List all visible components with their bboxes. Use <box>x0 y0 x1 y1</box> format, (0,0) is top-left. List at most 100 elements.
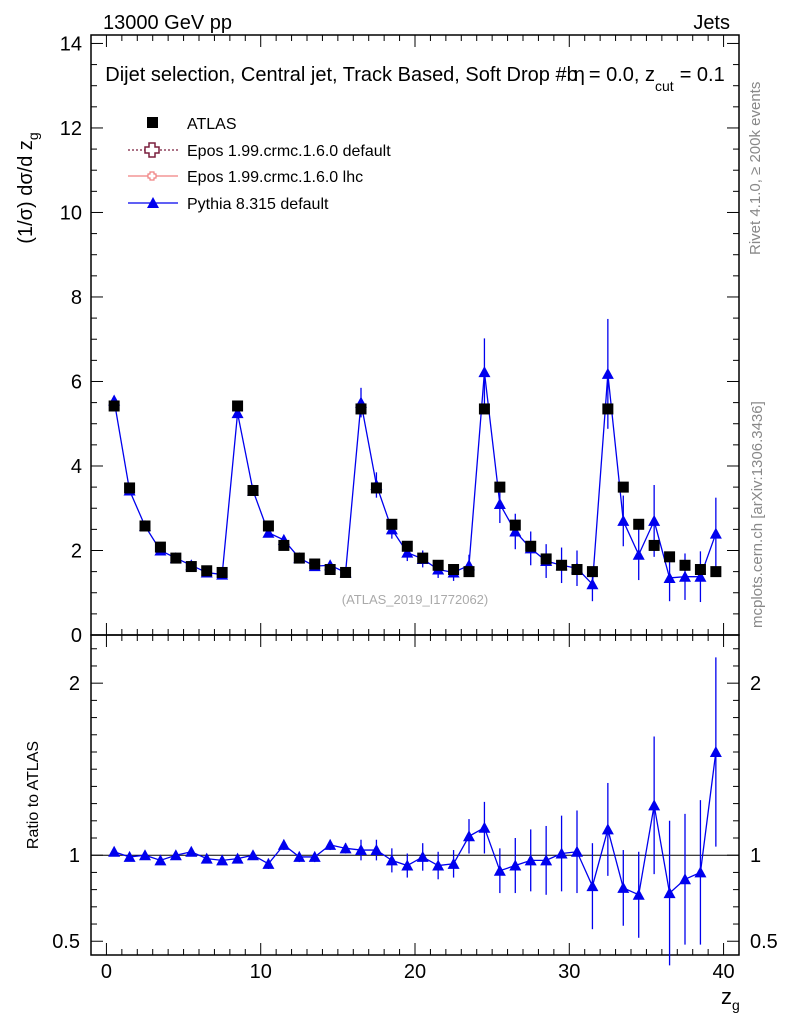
ratio-pythia-point <box>586 880 599 892</box>
legend-epos-default-label: Epos 1.99.crmc.1.6.0 default <box>187 143 391 160</box>
pythia-point <box>694 570 707 582</box>
ratio-pythia-point <box>108 845 121 857</box>
x-tick-label: 0 <box>101 961 112 983</box>
legend-epos-lhc-marker <box>147 171 157 181</box>
atlas-point <box>216 566 228 578</box>
legend-epos-lhc-label: Epos 1.99.crmc.1.6.0 lhc <box>187 169 363 186</box>
y-tick-label-main: 4 <box>71 456 82 478</box>
ratio-pythia-point <box>679 873 691 885</box>
rivet-label: Rivet 4.1.0, ≥ 200k events <box>747 82 764 255</box>
ratio-pythia-point <box>617 881 630 893</box>
atlas-point <box>617 481 629 493</box>
atlas-point <box>247 484 259 496</box>
ratio-pythia-point <box>185 845 198 857</box>
pythia-point <box>493 498 506 510</box>
x-axis-label: zg <box>721 984 740 1013</box>
atlas-point <box>694 564 706 576</box>
ratio-pythia-point <box>123 850 136 862</box>
ratio-series-layer <box>108 657 722 966</box>
atlas-point <box>154 541 166 553</box>
atlas-point <box>386 518 398 530</box>
ratio-pythia-point <box>370 844 383 856</box>
main-axis-ticks: 0 2 4 6 8 10 12 14 <box>60 33 739 647</box>
legend-atlas-label: ATLAS <box>187 116 237 133</box>
atlas-point <box>509 519 521 531</box>
atlas-point <box>494 481 506 493</box>
y-tick-label-ratio: 1 <box>69 845 80 867</box>
mcplots-label: mcplots.cern.ch [arXiv:1306.3436] <box>749 401 766 628</box>
y-tick-label-ratio-right: 1 <box>750 845 761 867</box>
ratio-pythia-point <box>277 838 290 850</box>
atlas-point <box>525 540 537 552</box>
ratio-pythia-point <box>493 864 506 876</box>
ratio-pythia-line <box>113 751 717 896</box>
main-series-layer <box>108 318 722 603</box>
x-tick-label: 40 <box>712 961 734 983</box>
main-ylabel-text: (1/σ) dσ/d z <box>15 140 37 244</box>
ratio-pythia-point <box>432 859 445 871</box>
pythia-point <box>478 366 491 378</box>
atlas-point <box>340 566 352 578</box>
atlas-point <box>124 482 136 494</box>
ratio-pythia-point <box>447 857 460 869</box>
x-tick-label: 20 <box>404 961 426 983</box>
atlas-point <box>633 518 645 530</box>
plot-title: Dijet selection, Central jet, Track Base… <box>105 64 724 94</box>
analysis-watermark: (ATLAS_2019_I1772062) <box>342 592 488 607</box>
pythia-point <box>601 367 614 379</box>
atlas-point <box>417 552 429 564</box>
y-tick-label-main: 2 <box>71 540 82 562</box>
plot-title-suffix: = 0.0, z <box>589 64 655 86</box>
y-tick-label-ratio: 0.5 <box>52 931 80 953</box>
y-tick-label-main: 10 <box>60 202 82 224</box>
ratio-pythia-point <box>555 847 568 859</box>
atlas-point <box>710 566 722 578</box>
atlas-point <box>602 403 614 415</box>
ratio-pythia-point <box>231 852 244 864</box>
ratio-pythia-point <box>216 854 229 866</box>
legend-pythia-marker <box>147 197 159 208</box>
pythia-point <box>709 527 722 539</box>
atlas-point <box>293 552 305 564</box>
atlas-point <box>324 564 336 576</box>
pythia-point <box>648 514 661 526</box>
ratio-pythia-point <box>308 850 321 862</box>
ratio-pythia-point <box>663 887 676 899</box>
y-tick-label-ratio: 2 <box>69 673 80 695</box>
legend-atlas-marker <box>147 117 158 128</box>
legend-epos-default-marker <box>144 142 160 158</box>
atlas-point <box>309 558 321 570</box>
plot-title-main: Dijet selection, Central jet, Track Base… <box>105 64 577 86</box>
atlas-point <box>463 566 475 578</box>
ratio-pythia-point <box>648 799 661 811</box>
legend: ATLAS Epos 1.99.crmc.1.6.0 default Epos … <box>128 116 391 213</box>
x-tick-label: 30 <box>558 961 580 983</box>
pythia-point <box>401 546 414 558</box>
pythia-point <box>617 514 630 526</box>
ratio-pythia-point <box>524 854 537 866</box>
ratio-pythia-point <box>355 844 367 856</box>
pythia-point <box>632 548 645 560</box>
ratio-pythia-point <box>339 842 352 854</box>
atlas-point <box>448 564 460 576</box>
ratio-panel-frame <box>90 634 740 956</box>
pythia-point <box>586 578 599 590</box>
atlas-point <box>355 403 367 415</box>
atlas-point <box>262 520 274 532</box>
legend-pythia-label: Pythia 8.315 default <box>187 196 329 213</box>
atlas-point <box>556 559 568 571</box>
atlas-point <box>185 561 197 573</box>
atlas-point <box>432 559 444 571</box>
pythia-line <box>113 372 717 586</box>
plot-title-eta: η <box>574 64 585 86</box>
y-tick-label-main: 14 <box>60 33 82 55</box>
pythia-point <box>663 571 676 583</box>
ratio-pythia-point <box>139 849 151 861</box>
ratio-ylabel: Ratio to ATLAS <box>25 741 42 849</box>
atlas-point <box>170 552 182 564</box>
header-energy-label: 13000 GeV pp <box>103 12 232 34</box>
y-tick-label-ratio-right: 0.5 <box>750 931 778 953</box>
y-tick-label-main: 0 <box>71 625 82 647</box>
ratio-pythia-point <box>416 850 429 862</box>
pythia-point <box>262 526 275 538</box>
